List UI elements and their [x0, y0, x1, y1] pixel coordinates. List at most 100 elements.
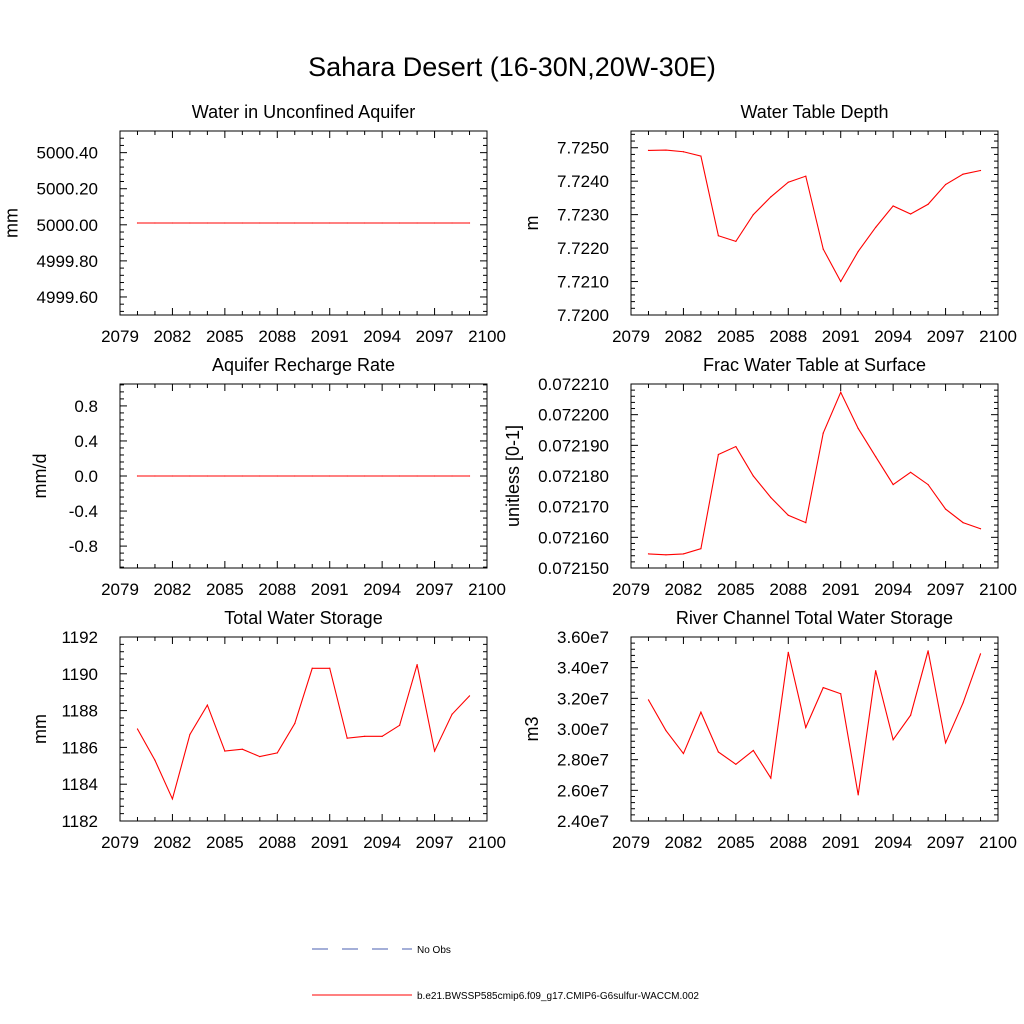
plot-frame — [119, 636, 488, 822]
data-point — [717, 453, 719, 456]
data-point — [154, 759, 156, 761]
data-point — [171, 475, 174, 477]
series-line — [136, 664, 470, 801]
y-tick-label: 0.072180 — [538, 467, 609, 486]
series-line — [647, 650, 982, 796]
chart-panel-6: River Channel Total Water Storage 2079 208… — [522, 608, 1017, 852]
data-point — [259, 222, 261, 224]
data-point — [962, 173, 964, 175]
y-tick-label: 0.8 — [74, 397, 98, 416]
x-tick-label: 2097 — [927, 327, 965, 346]
data-point — [647, 149, 650, 152]
data-point — [468, 695, 471, 697]
x-tick-label: 2091 — [822, 833, 860, 852]
x-tick-label: 2082 — [154, 580, 192, 599]
data-point — [241, 748, 243, 750]
x-tick-label: 2097 — [416, 327, 454, 346]
data-point — [665, 729, 667, 732]
data-point — [647, 553, 650, 555]
x-tick-label: 2100 — [979, 833, 1017, 852]
y-tick-label: 3.60e7 — [557, 628, 609, 647]
data-point — [805, 726, 807, 729]
y-tick-label: 7.7250 — [557, 139, 609, 158]
data-point — [752, 475, 754, 477]
x-tick-label: 2091 — [311, 580, 349, 599]
y-tick-label: 7.7240 — [557, 172, 609, 191]
data-point — [136, 222, 139, 224]
data-point — [927, 650, 929, 652]
x-tick-label: 2079 — [612, 327, 650, 346]
y-tick-label: 5000.20 — [37, 180, 98, 199]
data-point — [259, 756, 261, 758]
x-tick-label: 2097 — [927, 833, 965, 852]
data-point — [682, 151, 685, 153]
y-axis-label: m — [522, 216, 542, 231]
data-point — [241, 222, 243, 224]
x-tick-label: 2088 — [769, 580, 807, 599]
data-point — [311, 222, 313, 224]
data-point — [979, 653, 982, 655]
data-point — [979, 528, 982, 530]
y-axis-label: m3 — [522, 716, 542, 741]
data-point — [805, 522, 807, 524]
data-point — [944, 508, 947, 510]
data-point — [787, 651, 789, 653]
x-tick-label: 2085 — [206, 833, 244, 852]
legend-obs-label: No Obs — [417, 945, 451, 956]
data-point — [647, 699, 650, 701]
data-point — [910, 213, 912, 215]
data-point — [857, 794, 859, 796]
x-tick-label: 2085 — [717, 327, 755, 346]
series-line — [648, 149, 981, 283]
y-axis-label: unitless [0-1] — [503, 425, 523, 527]
x-tick-label: 2079 — [612, 580, 650, 599]
x-tick-label: 2088 — [769, 833, 807, 852]
y-tick-label: 0.072150 — [538, 559, 609, 578]
data-point — [381, 735, 383, 737]
y-axis-label: mm/d — [30, 454, 50, 499]
data-point — [944, 183, 947, 186]
data-point — [416, 475, 418, 477]
chart-panel-4: Frac Water Table at Surface 2079 2082 2085 2… — [503, 355, 1017, 599]
data-point — [416, 664, 418, 666]
y-tick-label: 1192 — [61, 628, 98, 647]
data-point — [171, 798, 174, 800]
y-tick-label: 7.7210 — [557, 273, 609, 292]
data-point — [735, 763, 737, 765]
data-point — [700, 155, 702, 157]
y-tick-label: 0.0 — [74, 467, 98, 486]
data-point — [136, 728, 139, 730]
data-point — [346, 222, 348, 224]
data-point — [224, 222, 226, 224]
data-point — [276, 222, 278, 224]
data-point — [700, 548, 702, 550]
y-tick-label: 7.7230 — [557, 206, 609, 225]
panel-title: Water Table Depth — [740, 102, 888, 122]
x-tick-label: 2100 — [979, 327, 1017, 346]
data-point — [451, 222, 453, 224]
data-point — [752, 214, 754, 216]
data-point — [189, 733, 191, 736]
x-tick-label: 2091 — [311, 833, 349, 852]
data-point — [433, 222, 436, 224]
data-point — [805, 175, 807, 177]
x-tick-label: 2097 — [416, 580, 454, 599]
data-point — [364, 222, 366, 224]
data-point — [206, 475, 208, 477]
data-point — [276, 475, 278, 477]
x-tick-label: 2100 — [468, 580, 506, 599]
data-point — [364, 735, 366, 737]
y-tick-label: 7.7220 — [557, 239, 609, 258]
data-point — [468, 222, 471, 224]
x-tick-label: 2085 — [717, 833, 755, 852]
y-tick-label: -0.4 — [69, 502, 98, 521]
data-point — [979, 169, 982, 172]
y-tick-label: 4999.80 — [37, 252, 98, 271]
y-tick-label: 7.7200 — [557, 306, 609, 325]
data-point — [399, 475, 401, 477]
data-point — [224, 750, 226, 752]
data-point — [840, 693, 842, 695]
chart-panel-3: Aquifer Recharge Rate 2079 2082 2085 2088 209… — [30, 355, 506, 599]
data-point — [822, 248, 824, 250]
